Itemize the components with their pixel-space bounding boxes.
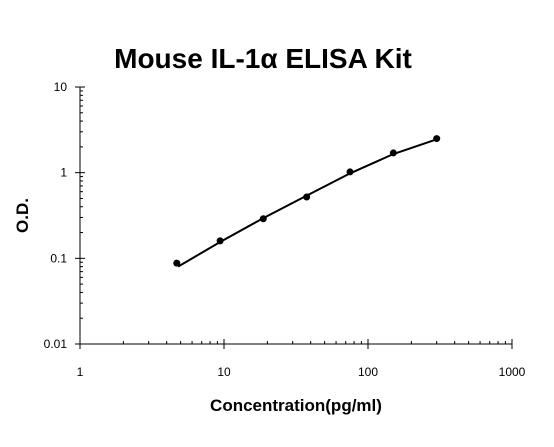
y-tick-label: 1 (60, 166, 67, 180)
y-tick-label: 0.1 (50, 251, 67, 265)
data-point (346, 168, 354, 176)
fit-curve (177, 138, 438, 268)
x-tick-label: 1000 (499, 365, 526, 379)
data-point (259, 215, 267, 223)
data-point (433, 135, 441, 143)
data-points (173, 135, 441, 267)
x-ticks: 1 10 100 1000 (77, 339, 526, 379)
y-axis-label: O.D. (13, 198, 32, 233)
x-tick-label: 1 (77, 365, 84, 379)
y-tick-label: 10 (54, 80, 68, 94)
x-axis-label: Concentration(pg/ml) (210, 396, 382, 415)
chart-title: Mouse IL-1α ELISA Kit (114, 43, 412, 74)
y-tick-label: 0.01 (44, 337, 68, 351)
y-ticks: 0.01 0.1 1 10 (44, 80, 85, 351)
x-tick-label: 100 (358, 365, 378, 379)
data-point (389, 149, 397, 157)
x-tick-label: 10 (217, 365, 231, 379)
axes (79, 87, 512, 345)
data-point (216, 237, 224, 245)
data-point (173, 259, 181, 267)
data-point (303, 193, 311, 201)
